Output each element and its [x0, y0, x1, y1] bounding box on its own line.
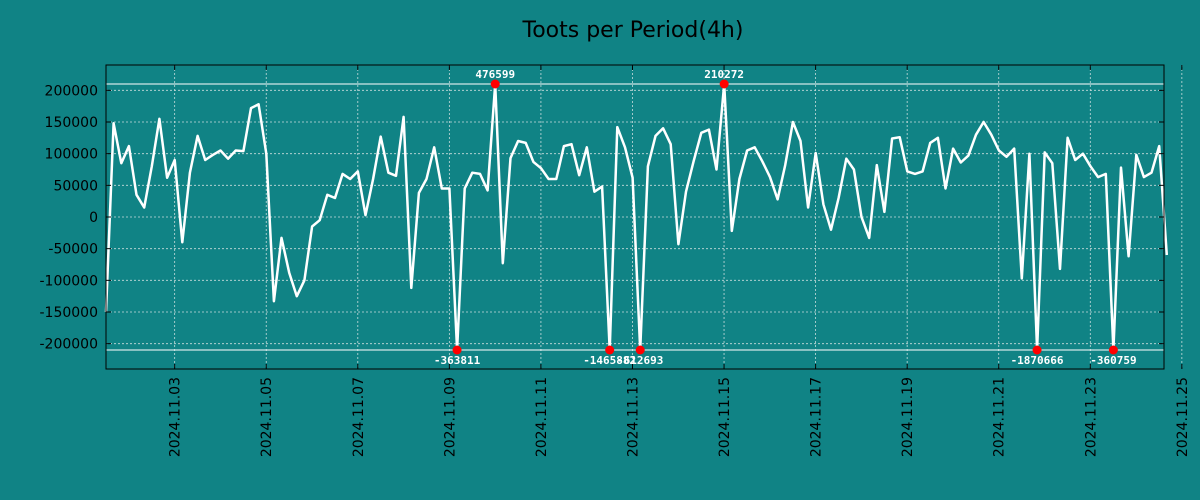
- clip-marker: [1032, 345, 1042, 355]
- x-tick-label: 2024.11.23: [1083, 377, 1099, 457]
- series-line-toots: [104, 82, 1169, 352]
- grid: [106, 65, 1183, 369]
- x-tick-label: 2024.11.17: [809, 377, 825, 457]
- clip-annotation-label: -612693: [617, 354, 663, 367]
- clip-marker: [490, 79, 500, 89]
- x-tick-label: 2024.11.15: [717, 377, 733, 457]
- clip-marker: [605, 345, 615, 355]
- annotation-layer: -363811 476599 -1465882-612693 210272 -18706…: [434, 68, 1137, 367]
- x-axis-ticks: 2024.11.03 2024.11.05 2024.11.07 2024.11.09…: [168, 65, 1191, 457]
- x-tick-label: 2024.11.13: [625, 377, 641, 457]
- x-tick-label: 2024.11.07: [351, 377, 367, 457]
- clip-annotation-label: -1465882: [583, 354, 636, 367]
- y-tick-label: 200000: [45, 83, 98, 99]
- clip-annotation-label: -1870666: [1011, 354, 1064, 367]
- y-tick-label: 0: [89, 210, 98, 226]
- y-axis-ticks: 200000 150000 100000 50000 0 -50000 -100000 -15…: [40, 83, 1164, 353]
- marker-layer: [452, 79, 1118, 355]
- clip-marker: [452, 345, 462, 355]
- clip-annotation-label: -360759: [1090, 354, 1136, 367]
- y-tick-label: 100000: [45, 147, 98, 163]
- x-tick-label: 2024.11.25: [1175, 377, 1191, 457]
- chart-title: Toots per Period(4h): [522, 18, 744, 43]
- x-tick-label: 2024.11.05: [259, 377, 275, 457]
- y-tick-label: 50000: [53, 178, 98, 194]
- x-tick-label: 2024.11.09: [442, 377, 458, 457]
- series-layer: [104, 82, 1169, 352]
- clip-annotation-label: -363811: [434, 354, 481, 367]
- y-tick-label: 150000: [45, 115, 98, 131]
- clip-marker: [719, 79, 729, 89]
- x-tick-label: 2024.11.21: [992, 377, 1008, 457]
- y-tick-label: -200000: [40, 337, 99, 353]
- clip-marker: [635, 345, 645, 355]
- y-tick-label: -150000: [40, 305, 99, 321]
- clip-annotation-label: 210272: [704, 68, 744, 81]
- x-tick-label: 2024.11.19: [900, 377, 916, 457]
- y-tick-label: -100000: [40, 273, 99, 289]
- y-tick-label: -50000: [48, 242, 98, 258]
- clip-marker: [1108, 345, 1118, 355]
- x-tick-label: 2024.11.11: [534, 377, 550, 457]
- x-tick-label: 2024.11.03: [168, 377, 184, 457]
- clip-annotation-label: 476599: [475, 68, 515, 81]
